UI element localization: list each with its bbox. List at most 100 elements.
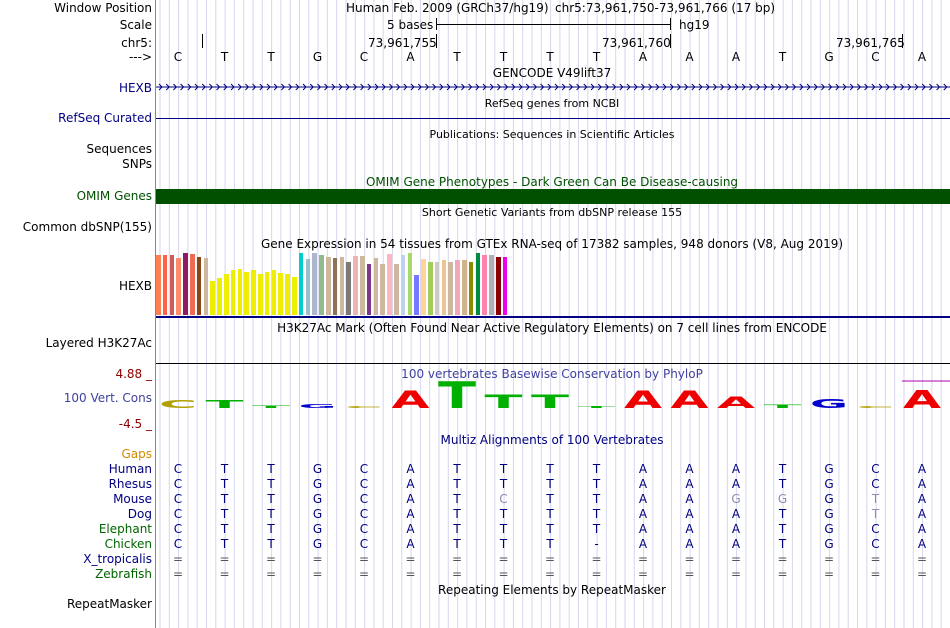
gtex-tissue-bar[interactable] xyxy=(162,255,168,315)
publications-label-sequences[interactable]: Sequences xyxy=(86,142,152,156)
gtex-tissue-bar[interactable] xyxy=(380,264,386,315)
publications-track-title[interactable]: Publications: Sequences in Scientific Ar… xyxy=(429,128,675,141)
gtex-tissue-bar[interactable] xyxy=(428,262,433,315)
gtex-tissue-bar[interactable] xyxy=(332,258,338,315)
gtex-tissue-bar[interactable] xyxy=(496,257,501,315)
gtex-tissue-bar[interactable] xyxy=(319,255,324,315)
gencode-gene-model[interactable] xyxy=(155,80,950,94)
multiz-species-label[interactable]: Chicken xyxy=(104,537,152,551)
gencode-track-title[interactable]: GENCODE V49lift37 xyxy=(492,66,612,80)
gtex-tissue-bar[interactable] xyxy=(462,260,467,315)
gtex-tissue-bar[interactable] xyxy=(176,258,182,315)
gtex-tissue-bar[interactable] xyxy=(489,255,494,315)
gtex-tissue-bar[interactable] xyxy=(244,272,250,315)
gtex-tissue-bar[interactable] xyxy=(190,254,195,315)
h3k27ac-track-label[interactable]: Layered H3K27Ac xyxy=(45,336,152,350)
strand-chevron xyxy=(684,83,689,91)
gtex-gene-label[interactable]: HEXB xyxy=(118,279,152,293)
gtex-tissue-bar[interactable] xyxy=(326,257,331,315)
strand-chevron xyxy=(165,83,170,91)
gtex-tissue-bar[interactable] xyxy=(264,272,270,315)
gtex-tissue-bar[interactable] xyxy=(455,260,460,315)
gtex-tissue-bar[interactable] xyxy=(217,278,222,315)
multiz-species-label[interactable]: Mouse xyxy=(113,492,152,506)
gtex-tissue-bar[interactable] xyxy=(387,254,392,315)
gtex-tissue-bar[interactable] xyxy=(502,257,508,315)
phylop-track-label[interactable]: 100 Vert. Cons xyxy=(63,391,152,405)
multiz-base: T xyxy=(546,522,554,536)
publications-label-snps[interactable]: SNPs xyxy=(122,157,152,171)
multiz-species-label[interactable]: Dog xyxy=(127,507,152,521)
position-coordinates[interactable]: chr5:73,961,750-73,961,766 (17 bp) xyxy=(555,1,776,15)
gtex-tissue-bar[interactable] xyxy=(360,256,365,315)
phylop-min-label: -4.5 _ xyxy=(118,417,152,431)
gtex-tissue-bar[interactable] xyxy=(441,260,447,315)
gtex-tissue-bar[interactable] xyxy=(237,269,243,315)
gtex-tissue-bar[interactable] xyxy=(400,255,406,315)
gtex-tissue-bar[interactable] xyxy=(210,281,216,315)
gtex-tissue-bar[interactable] xyxy=(258,274,263,315)
sequence-base: T xyxy=(267,50,275,64)
gtex-track-title[interactable]: Gene Expression in 54 tissues from GTEx … xyxy=(260,237,844,251)
omim-phenotype-bar[interactable] xyxy=(156,189,950,204)
strand-chevron xyxy=(396,83,401,91)
gtex-tissue-bar[interactable] xyxy=(448,262,454,315)
sequence-base: T xyxy=(592,50,601,64)
gtex-tissue-bar[interactable] xyxy=(285,274,290,315)
gtex-tissue-bar[interactable] xyxy=(475,253,481,315)
multiz-species-label[interactable]: Rhesus xyxy=(108,477,152,491)
multiz-species-label[interactable]: Human xyxy=(108,462,152,476)
strand-chevron xyxy=(828,83,833,91)
repeatmasker-track-title[interactable]: Repeating Elements by RepeatMasker xyxy=(438,583,666,597)
refseq-gene-line[interactable] xyxy=(156,118,950,119)
gtex-tissue-bar[interactable] xyxy=(312,253,318,315)
gtex-tissue-bar[interactable] xyxy=(305,259,311,315)
strand-chevron xyxy=(597,83,602,91)
omim-track-label[interactable]: OMIM Genes xyxy=(76,189,152,203)
gtex-tissue-bar[interactable] xyxy=(292,277,297,315)
gtex-tissue-bar[interactable] xyxy=(271,270,277,315)
dbsnp-track-label[interactable]: Common dbSNP(155) xyxy=(22,220,152,234)
multiz-base: = xyxy=(823,552,835,566)
gtex-tissue-bar[interactable] xyxy=(251,270,256,315)
gtex-tissue-bar[interactable] xyxy=(482,255,488,315)
gtex-tissue-bar[interactable] xyxy=(196,257,202,315)
gtex-tissue-bar[interactable] xyxy=(414,275,420,315)
multiz-base: A xyxy=(917,492,927,506)
h3k27ac-track-title[interactable]: H3K27Ac Mark (Often Found Near Active Re… xyxy=(277,321,827,335)
gtex-tissue-bar[interactable] xyxy=(434,262,440,315)
gtex-tissue-bar[interactable] xyxy=(169,255,175,315)
multiz-base: = xyxy=(684,552,695,566)
strand-chevron xyxy=(439,83,444,91)
gtex-tissue-bar[interactable] xyxy=(224,274,229,315)
gtex-tissue-bar[interactable] xyxy=(230,270,236,315)
gtex-tissue-bar[interactable] xyxy=(394,264,399,315)
gtex-tissue-bar[interactable] xyxy=(183,253,188,315)
refseq-track-label[interactable]: RefSeq Curated xyxy=(58,111,152,125)
omim-track-title[interactable]: OMIM Gene Phenotypes - Dark Green Can Be… xyxy=(365,175,739,189)
gencode-gene-label[interactable]: HEXB xyxy=(118,81,152,95)
gtex-tissue-bar[interactable] xyxy=(346,262,352,315)
phylop-logo-letter: T xyxy=(485,391,524,410)
gtex-tissue-bar[interactable] xyxy=(353,256,358,315)
dbsnp-track-title[interactable]: Short Genetic Variants from dbSNP releas… xyxy=(421,206,683,219)
gtex-tissue-bar[interactable] xyxy=(366,264,372,315)
multiz-track-title[interactable]: Multiz Alignments of 100 Vertebrates xyxy=(440,433,664,447)
gtex-tissue-bar[interactable] xyxy=(468,262,474,315)
phylop-track-title[interactable]: 100 vertebrates Basewise Conservation by… xyxy=(401,367,703,381)
multiz-species-label[interactable]: Elephant xyxy=(98,522,152,536)
refseq-track-title[interactable]: RefSeq genes from NCBI xyxy=(484,97,620,110)
gtex-tissue-bar[interactable] xyxy=(407,253,413,315)
gtex-tissue-bar[interactable] xyxy=(156,255,161,315)
gtex-tissue-bar[interactable] xyxy=(421,259,426,315)
multiz-species-label[interactable]: X_tropicalis xyxy=(83,552,152,566)
gtex-tissue-bar[interactable] xyxy=(373,258,379,315)
gtex-tissue-bar[interactable] xyxy=(278,273,284,315)
strand-chevron xyxy=(389,83,394,91)
repeatmasker-track-label[interactable]: RepeatMasker xyxy=(66,597,152,611)
gtex-tissue-bar[interactable] xyxy=(203,258,209,315)
multiz-species-label[interactable]: Zebrafish xyxy=(95,567,152,581)
gtex-tissue-bar[interactable] xyxy=(339,257,345,315)
gtex-tissue-bar[interactable] xyxy=(298,253,304,315)
